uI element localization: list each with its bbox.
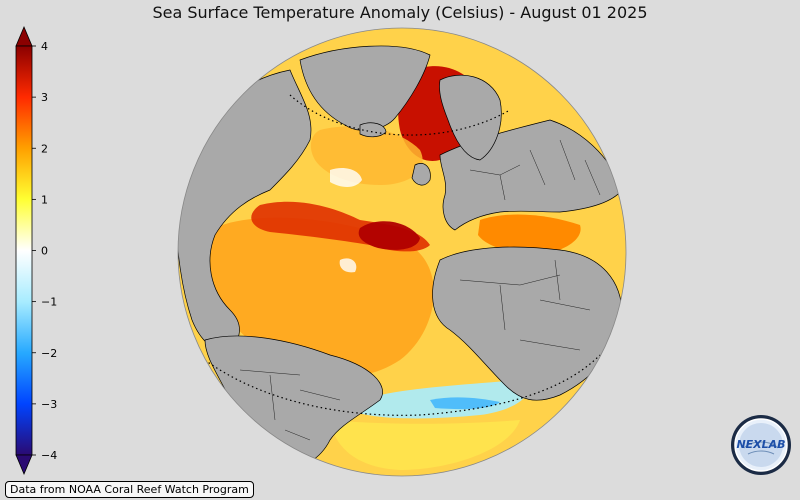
colorbar-tick-label: 2 xyxy=(41,142,48,155)
border-lines-south-america xyxy=(239,369,341,441)
colorbar-tick-label: 4 xyxy=(41,40,48,53)
border-lines-europe xyxy=(469,139,601,201)
colorbar-min-extend xyxy=(15,454,33,476)
colorbar-tick-label: −1 xyxy=(41,296,57,309)
anomaly-cool-band xyxy=(430,397,500,410)
map-title: Sea Surface Temperature Anomaly (Celsius… xyxy=(152,3,648,22)
border-lines-africa xyxy=(459,259,591,351)
colorbar-tick-label: −3 xyxy=(41,398,57,411)
colorbar-tick-label: 0 xyxy=(41,245,48,258)
colorbar-tick-label: 3 xyxy=(41,91,48,104)
nexlab-logo-icon: NEXLAB xyxy=(731,415,791,475)
land-scandinavia xyxy=(439,74,502,161)
colorbar-tick-label: −2 xyxy=(41,347,57,360)
land-north-america xyxy=(178,69,312,352)
anomaly-hot-med xyxy=(478,214,581,255)
land-africa xyxy=(432,246,623,401)
colorbar-tick-label: 1 xyxy=(41,193,48,206)
anomaly-neutral-patches xyxy=(330,168,362,273)
anomaly-hot-azores xyxy=(358,221,420,250)
anomaly-warm-south xyxy=(330,420,520,470)
logo-text: NEXLAB xyxy=(736,438,785,451)
land-uk xyxy=(411,163,431,186)
colorbar-tick-label: −4 xyxy=(41,449,57,462)
anomaly-warm-tropical-atlantic xyxy=(205,217,434,377)
data-credit-label: Data from NOAA Coral Reef Watch Program xyxy=(5,481,254,498)
globe-outline xyxy=(177,27,627,477)
land-iceland xyxy=(359,122,387,138)
tropic-capricorn-dotted xyxy=(204,354,601,416)
land-greenland xyxy=(299,45,431,131)
arctic-circle-dotted xyxy=(289,94,511,136)
